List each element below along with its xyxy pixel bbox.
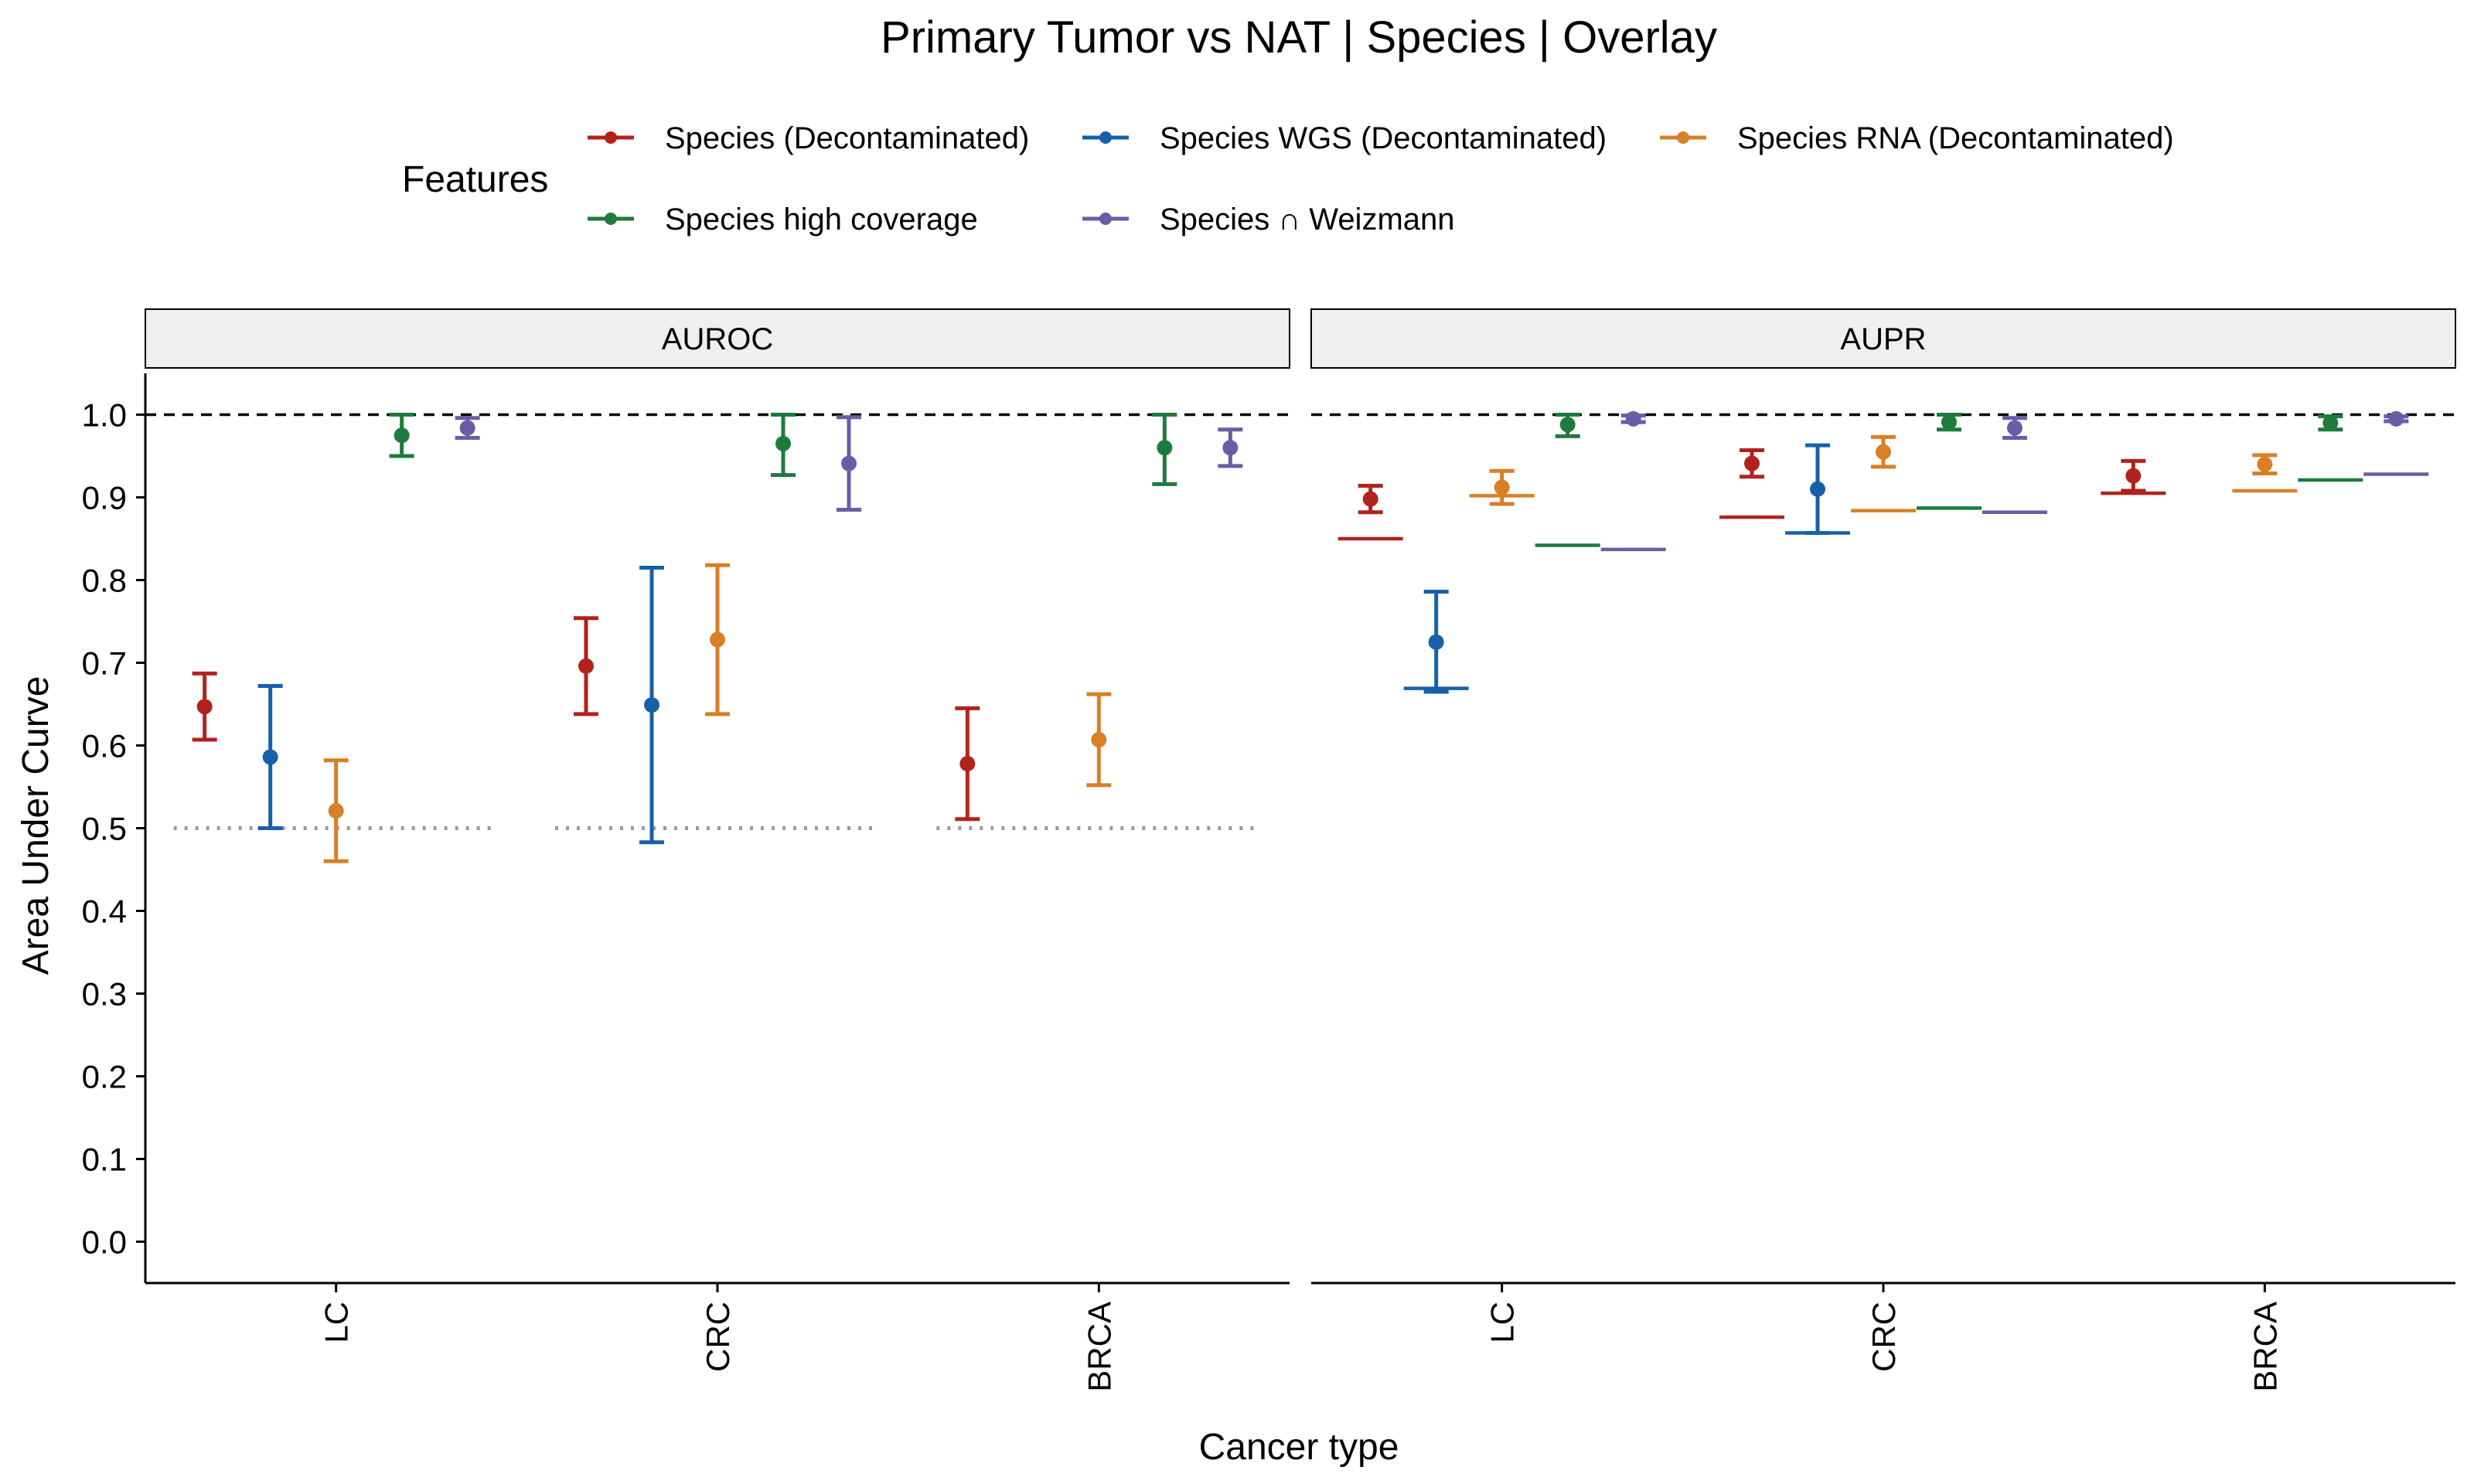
data-point	[1625, 410, 1641, 427]
panel-strip	[145, 308, 1290, 369]
legend-key-marker	[605, 213, 617, 225]
x-tick-label: BRCA	[1081, 1302, 1117, 1392]
data-point	[196, 699, 213, 715]
y-tick-label: 0.4	[82, 893, 127, 930]
series-group	[1338, 448, 2166, 541]
series-group	[1403, 443, 1850, 694]
y-tick-label: 0.5	[82, 811, 127, 847]
panel-strip-label: AUPR	[1840, 322, 1926, 356]
series-group	[389, 413, 1177, 486]
panel-aupr: AUPR LC CRC BRCA	[1310, 308, 2456, 1392]
data-point	[841, 455, 857, 471]
chart-title: Primary Tumor vs NAT | Species | Overlay	[881, 12, 1717, 63]
x-tick-label: CRC	[700, 1302, 736, 1372]
data-point	[1559, 417, 1576, 433]
y-tick-label: 0.1	[82, 1142, 127, 1178]
legend-item: Species (Decontaminated)	[588, 121, 1029, 155]
panel-strip	[1310, 308, 2456, 369]
series-group	[455, 415, 1243, 512]
legend-label: Species RNA (Decontaminated)	[1737, 121, 2174, 155]
legend-item: Species ∩ Weizmann	[1082, 203, 1455, 237]
data-point	[1876, 444, 1891, 460]
data-point	[2322, 415, 2339, 431]
legend-item: Species WGS (Decontaminated)	[1082, 121, 1607, 155]
x-axis-title: Cancer type	[1199, 1427, 1399, 1468]
series-group	[1600, 410, 2429, 552]
data-point	[2125, 468, 2142, 484]
x-tick-label: LC	[1484, 1302, 1521, 1343]
y-axis-title: Area Under Curve	[15, 676, 56, 975]
data-point	[1428, 634, 1444, 650]
legend-key-marker	[605, 131, 617, 144]
legend-key-marker	[1677, 131, 1689, 144]
panel-auroc: AUROC 0.0 0.1 0.2 0.3 0.4 0.5 0.6 0.7 0.8 0.9 1.0 LC…	[82, 308, 1290, 1392]
legend-key-marker	[1099, 131, 1112, 144]
legend-label: Species ∩ Weizmann	[1160, 203, 1455, 237]
data-point	[1494, 479, 1510, 495]
legend-label: Species (Decontaminated)	[665, 121, 1029, 155]
legend-label: Species WGS (Decontaminated)	[1160, 121, 1607, 155]
y-tick-label: 0.3	[82, 976, 127, 1013]
data-point	[2007, 420, 2022, 436]
data-point	[262, 749, 278, 765]
series-group	[1535, 413, 2363, 547]
legend-item: Species RNA (Decontaminated)	[1660, 121, 2174, 155]
y-tick-label: 0.7	[82, 645, 127, 682]
data-point	[1157, 440, 1173, 456]
y-tick-label: 0.6	[82, 728, 127, 764]
data-point	[328, 803, 344, 819]
series-group	[1469, 434, 2298, 512]
legend-title: Features	[402, 159, 548, 200]
data-point	[394, 427, 410, 444]
y-tick-label: 0.2	[82, 1059, 127, 1095]
data-point	[2257, 456, 2273, 472]
x-tick-label: BRCA	[2247, 1302, 2283, 1392]
data-point	[775, 435, 791, 451]
legend: Features Species (Decontaminated) Species…	[402, 121, 2174, 237]
legend-label: Species high coverage	[665, 203, 978, 237]
data-point	[578, 658, 594, 674]
data-point	[1941, 414, 1957, 431]
data-point	[1222, 440, 1239, 456]
data-point	[1744, 455, 1760, 471]
y-tick-label: 0.8	[82, 563, 127, 599]
legend-key-marker	[1099, 213, 1112, 225]
series-group	[192, 616, 980, 822]
x-tick-label: LC	[319, 1302, 355, 1343]
data-point	[710, 631, 725, 648]
data-point	[459, 420, 475, 436]
y-tick-label: 0.9	[82, 480, 127, 516]
data-point	[959, 756, 976, 772]
data-point	[1091, 732, 1107, 748]
y-tick-label: 1.0	[82, 397, 127, 434]
data-point	[1810, 481, 1825, 497]
panel-strip-label: AUROC	[662, 322, 773, 356]
data-point	[1362, 491, 1378, 507]
series-group	[323, 563, 1112, 863]
chart-panels: AUROC 0.0 0.1 0.2 0.3 0.4 0.5 0.6 0.7 0.8 0.9 1.0 LC…	[82, 308, 2456, 1392]
series-group	[257, 565, 664, 845]
x-tick-label: CRC	[1866, 1302, 1902, 1372]
legend-item: Species high coverage	[588, 203, 978, 237]
data-point	[644, 697, 659, 713]
data-point	[2388, 410, 2404, 427]
y-tick-label: 0.0	[82, 1224, 127, 1261]
